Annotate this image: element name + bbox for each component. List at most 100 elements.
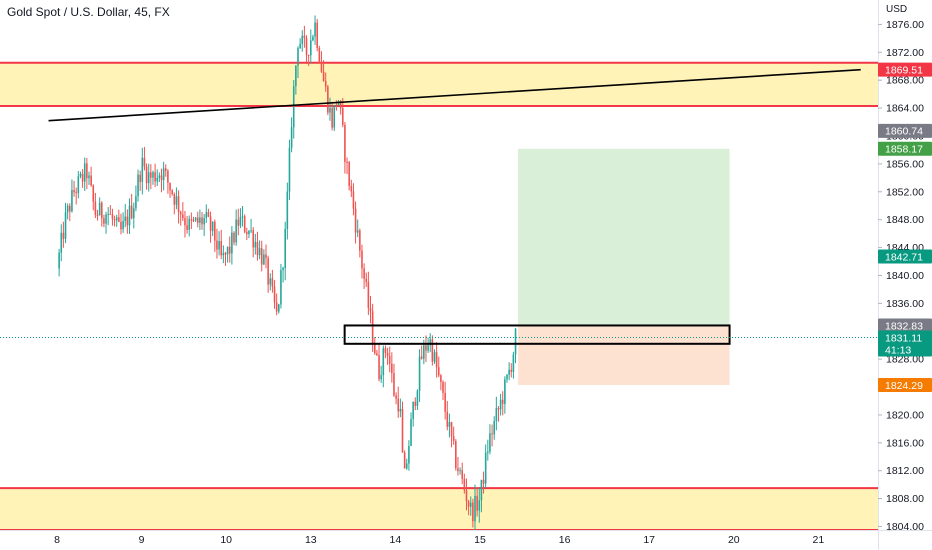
candle [373, 337, 376, 355]
candle [414, 397, 417, 411]
candle [418, 349, 421, 402]
candle [246, 227, 248, 241]
price-tick-label: 1876.00 [886, 19, 924, 31]
candle [448, 413, 451, 438]
candle [122, 212, 124, 233]
candle [94, 192, 97, 219]
candle [316, 19, 318, 52]
candle [162, 161, 165, 191]
candle [318, 45, 321, 64]
candle [92, 184, 95, 211]
candle [96, 209, 99, 221]
price-tick-label: 1848.00 [886, 214, 924, 226]
candle [427, 337, 429, 353]
candle [472, 498, 474, 528]
candle [252, 227, 255, 258]
svg-text:1832.83: 1832.83 [885, 320, 923, 332]
svg-text:1869.51: 1869.51 [885, 64, 923, 76]
candle [384, 345, 387, 359]
svg-text:1842.71: 1842.71 [885, 251, 923, 263]
candle [173, 192, 176, 215]
candle [437, 356, 440, 378]
candle [90, 166, 92, 187]
candle [103, 214, 105, 228]
long-position-stop-area[interactable] [518, 325, 730, 386]
candle [177, 190, 180, 224]
price-badge: 1832.83 [878, 318, 932, 333]
candle [292, 79, 295, 139]
time-tick-label: 8 [54, 534, 60, 546]
candle [376, 349, 378, 356]
price-axis[interactable]: 1876.001872.001868.001864.001860.001856.… [878, 19, 924, 533]
candle [152, 170, 154, 185]
candle [457, 456, 459, 476]
entry-zone-box[interactable] [343, 324, 731, 345]
candle [194, 217, 197, 222]
candle [196, 211, 199, 228]
candle [132, 202, 135, 229]
plot-area[interactable] [0, 15, 878, 531]
price-tick-label: 1864.00 [886, 103, 924, 115]
candle [450, 421, 453, 448]
candle [267, 255, 269, 293]
svg-text:1824.29: 1824.29 [885, 380, 923, 392]
candle [397, 386, 400, 418]
time-tick-label: 15 [474, 534, 486, 546]
candle [459, 467, 461, 475]
candle [369, 295, 372, 324]
candle [309, 29, 312, 64]
candle [410, 412, 412, 447]
candle [139, 170, 141, 191]
candle [241, 205, 244, 227]
candle [416, 389, 419, 411]
candle [361, 244, 363, 279]
price-tick-label: 1812.00 [886, 465, 924, 477]
candle [175, 187, 178, 210]
candle [386, 347, 389, 365]
candle [391, 352, 393, 383]
candle [150, 164, 152, 190]
candle [380, 365, 382, 383]
time-axis[interactable]: 8 9 10 13 14 15 16 17 20 21 [54, 534, 824, 546]
candle [344, 122, 346, 174]
candle [105, 211, 107, 234]
candle [231, 226, 233, 265]
candle [365, 272, 368, 287]
candle [214, 219, 216, 252]
candle [186, 216, 188, 234]
candle [220, 229, 223, 260]
candle [403, 450, 406, 469]
candle [359, 228, 361, 258]
candle [465, 478, 468, 511]
candle [81, 169, 84, 188]
candle [514, 328, 517, 364]
time-tick-label: 17 [643, 534, 655, 546]
long-position-target-area[interactable] [518, 148, 730, 326]
price-badge: 1858.17 [878, 141, 932, 156]
candle [158, 172, 161, 183]
candle [354, 201, 357, 244]
price-tick-label: 1828.00 [886, 354, 924, 366]
price-badge: 1842.71 [878, 249, 932, 264]
candle [265, 244, 267, 269]
candle [113, 215, 116, 227]
candle [512, 351, 515, 379]
candle [248, 230, 250, 239]
support-resistance-zone [0, 488, 878, 530]
candle [504, 376, 506, 414]
candle [169, 182, 171, 198]
candle [145, 163, 148, 190]
trendline[interactable] [48, 68, 861, 122]
candle [218, 231, 220, 256]
candle [322, 60, 325, 82]
time-tick-label: 10 [220, 534, 232, 546]
candle [254, 233, 257, 255]
candle [226, 246, 229, 263]
candle [331, 101, 333, 131]
candle [64, 202, 67, 244]
candle [510, 363, 513, 378]
candle [250, 218, 252, 234]
candle [156, 169, 159, 186]
